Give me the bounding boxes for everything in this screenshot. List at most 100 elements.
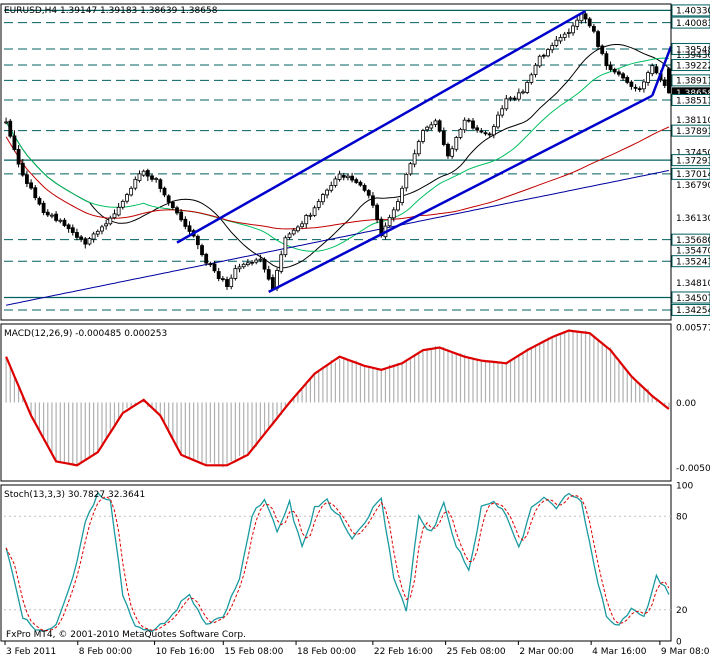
price-bar [525,80,530,95]
price-bar [166,194,171,206]
price-axis-label: 1.36130 [676,214,710,224]
price-bar [229,274,234,290]
price-bar [625,75,630,85]
price-bar [662,76,667,89]
price-bar [220,276,225,282]
price-bar [133,176,138,191]
price-bar [58,218,63,224]
panel-frame [0,484,672,642]
price-bar [129,186,134,197]
price-bar [358,180,363,187]
moving-average-line [5,57,669,252]
macd-signal-line [5,329,670,467]
price-bar [308,212,313,220]
macd-axis-label: -0.00504 [676,464,710,474]
price-bar [158,178,163,193]
price-axis-label: 1.34254 [671,303,710,316]
svg-text:1.36790: 1.36790 [676,181,710,191]
svg-text:1.38110: 1.38110 [676,116,710,126]
price-bar [154,176,159,183]
price-bar [437,119,442,133]
price-bar [621,71,625,81]
price-bar [329,181,334,193]
price-bar [287,232,292,240]
price-bar [25,170,29,188]
svg-text:1.36130: 1.36130 [676,214,710,224]
price-bar [450,145,455,159]
price-bar [87,236,92,246]
price-bar [571,22,575,36]
price-bar [529,72,534,85]
price-bar [421,128,425,144]
price-bar [341,172,346,181]
price-bar [396,198,400,212]
price-bar [295,225,300,233]
price-bar [108,215,113,226]
price-bar [183,216,188,230]
price-axis-label: 1.35243 [671,255,710,267]
price-bar [629,80,634,90]
price-axis-label: 1.37891 [671,124,710,137]
price-bar [633,84,638,92]
price-bar [316,198,321,211]
price-bar [175,205,179,216]
price-bar [400,185,405,206]
price-axis-label: 1.38911 [671,74,710,87]
price-axis-label: 1.39430 [676,51,710,61]
price-bar [241,262,246,269]
price-axis-label: 1.36790 [676,181,710,191]
price-bar [637,86,642,92]
price-bar [162,186,167,198]
price-bar [95,229,100,238]
moving-average-line [5,44,670,269]
time-axis-label: 8 Feb 00:00 [79,647,133,657]
time-axis-label: 15 Feb 08:00 [224,647,283,657]
svg-text:1.37014: 1.37014 [676,170,710,180]
price-bar [558,34,563,44]
price-bar [475,125,480,133]
price-bar [346,173,350,181]
time-axis-label: 9 Mar 08:00 [661,647,710,657]
price-bar [29,179,33,190]
price-bar [446,142,450,159]
price-bar [283,235,288,258]
price-bar [8,119,13,139]
price-bar [262,257,267,273]
price-bar [258,254,263,263]
price-bar [141,169,146,177]
svg-text:1.40330: 1.40330 [676,7,710,17]
price-bar [279,250,284,274]
price-bar [604,51,609,70]
price-bar [120,199,125,210]
price-bar [471,118,475,130]
copyright-label: FxPro MT4, © 2001-2010 MetaQuotes Softwa… [6,630,246,640]
price-bar [575,16,580,31]
price-bar [454,135,459,152]
price-bar [50,212,54,219]
price-bar [521,89,525,95]
price-bar [216,267,221,282]
price-axis-label: 1.34810 [676,279,710,289]
macd-panel: 0.00577 0.00 -0.00504 [5,323,710,474]
price-bar [458,127,463,140]
price-bar [150,173,154,182]
price-bar [508,96,513,102]
svg-text:1.37450: 1.37450 [676,149,710,159]
price-bar [62,217,67,228]
price-bar [554,35,559,48]
price-bar [425,125,430,133]
price-bar [429,121,434,131]
price-bar [583,12,588,24]
price-bar [20,158,25,177]
macd-axis-label: 0.00577 [676,323,710,333]
time-axis-label: 18 Feb 00:00 [297,647,356,657]
price-bar [300,220,304,229]
price-bar [137,170,142,183]
price-bar [116,203,121,217]
price-bar [250,260,254,266]
stoch-axis-label: 80 [676,513,688,523]
time-axis: 3 Feb 2011 8 Feb 00:00 10 Feb 16:00 15 Feb … [4,641,710,657]
svg-text:1.38911: 1.38911 [676,77,710,87]
price-axis-label: 1.40330 [671,4,710,17]
price-axis-label: 1.35470 [676,246,710,256]
